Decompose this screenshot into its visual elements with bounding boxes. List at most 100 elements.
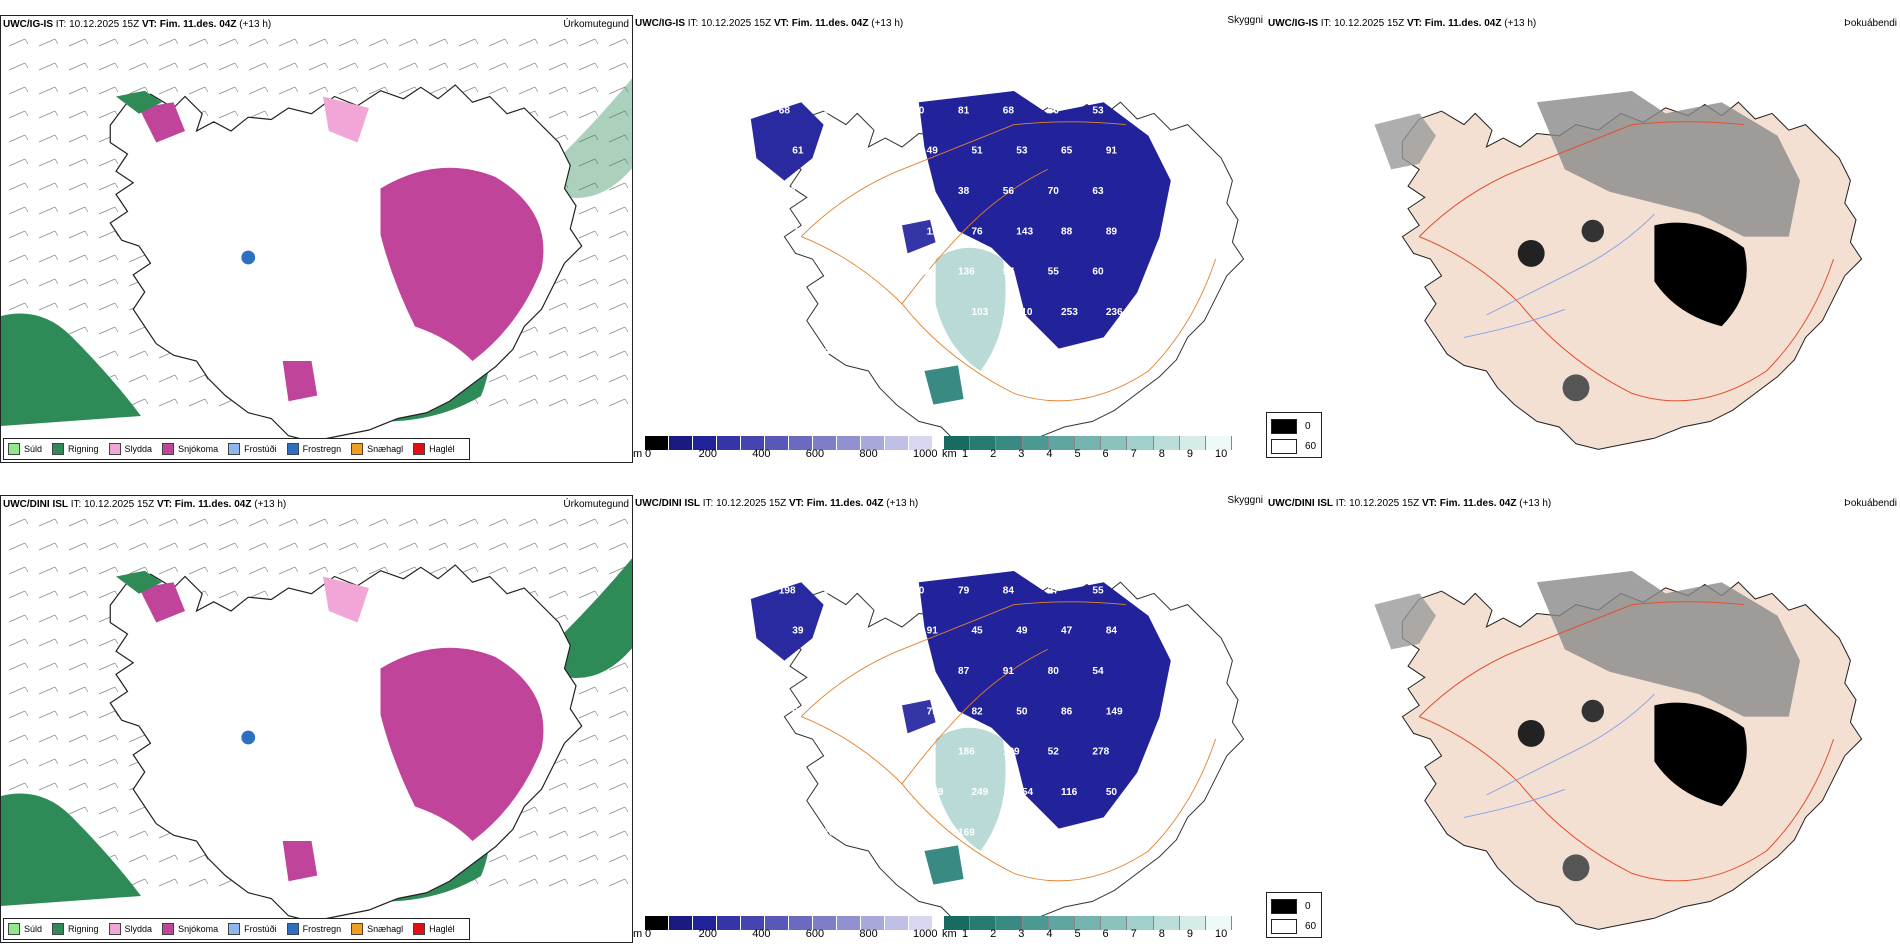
cloud-base-value: 112 xyxy=(927,226,944,237)
map-title: UWC/DINI ISL IT: 10.12.2025 15Z VT: Fim.… xyxy=(1268,498,1552,509)
fog-map-graphic xyxy=(1374,91,1863,450)
legend-label: Slydda xyxy=(124,444,153,454)
cloud-base-value: 91 xyxy=(837,307,849,318)
map-variable-title: Úrkomutegund xyxy=(563,19,629,30)
cloud-base-value: 49 xyxy=(927,146,939,157)
scale-unit: m xyxy=(633,448,643,460)
legend-item: Súld xyxy=(8,923,42,935)
cloud-base-value: 116 xyxy=(1061,787,1078,798)
cloud-base-ticks: m 0 200 400 600 800 1000 xyxy=(633,448,953,462)
fog-legend-label: 60 xyxy=(1305,921,1317,932)
cloud-base-value: 98 xyxy=(927,307,939,318)
map-title: UWC/DINI ISL IT: 10.12.2025 15Z VT: Fim.… xyxy=(635,498,919,509)
cloud-base-value: 79 xyxy=(958,585,970,596)
legend-item: Frostregn xyxy=(286,923,341,935)
legend-swatch xyxy=(228,923,241,935)
cloud-base-value: 79 xyxy=(927,706,939,717)
scale-unit: km xyxy=(942,448,957,460)
cloud-base-colorbar xyxy=(645,436,933,450)
fog-legend-item: 60 xyxy=(1271,439,1316,454)
scale-tick: 1000 xyxy=(913,448,938,460)
cloud-base-value: 55 xyxy=(1048,267,1060,278)
fog-legend-label: 0 xyxy=(1305,901,1311,912)
cloud-base-value: 159 xyxy=(927,787,944,798)
scale-unit: km xyxy=(942,928,957,940)
cloud-base-value: 39 xyxy=(792,626,804,637)
scale-tick: 600 xyxy=(805,928,825,940)
legend-label: Slydda xyxy=(124,924,153,934)
fog-legend-swatch xyxy=(1271,439,1297,454)
cloud-base-value: 27 xyxy=(1048,585,1060,596)
legend-item: Frostúði xyxy=(228,923,277,935)
cloud-base-value: 80 xyxy=(1048,666,1060,677)
legend-item: Haglél xyxy=(413,923,455,935)
cloud-base-value: 37 xyxy=(868,105,880,116)
legend-label: Rigning xyxy=(68,444,99,454)
cloud-base-value: 82 xyxy=(971,706,983,717)
scale-tick: 1 xyxy=(962,928,969,940)
cloud-base-value: 52 xyxy=(824,105,836,116)
cloud-base-value: 186 xyxy=(958,747,975,758)
cloud-base-value: 212 xyxy=(913,827,930,838)
legend-swatch xyxy=(286,443,299,455)
cloud-base-value: 132 xyxy=(913,267,930,278)
fog-legend-label: 0 xyxy=(1305,421,1311,432)
cloud-base-value: 91 xyxy=(1003,666,1015,677)
legend-swatch xyxy=(162,923,175,935)
legend-label: Rigning xyxy=(68,924,99,934)
precip-type-map-row1: UWC/IG-IS IT: 10.12.2025 15Z VT: Fim. 11… xyxy=(0,15,633,463)
precip-type-legend: Súld Rigning Slydda Snjókoma Frostúði Frostre… xyxy=(3,918,470,940)
cloud-base-ticks: m 0 200 400 600 800 1000 xyxy=(633,928,953,942)
legend-swatch xyxy=(8,923,20,935)
legend-swatch xyxy=(8,443,20,455)
cloud-base-value: 45 xyxy=(971,626,983,637)
cloud-base-value: 69 xyxy=(837,226,849,237)
scale-tick: 800 xyxy=(859,928,878,940)
legend-swatch xyxy=(162,443,175,455)
cloud-base-value: 91 xyxy=(927,626,939,637)
fog-legend-item: 60 xyxy=(1271,919,1316,934)
map-title: UWC/IG-IS IT: 10.12.2025 15Z VT: Fim. 11… xyxy=(3,19,272,30)
cloud-base-visibility-map-row2: UWC/DINI ISL IT: 10.12.2025 15Z VT: Fim.… xyxy=(633,495,1266,943)
scale-tick: 4 xyxy=(1046,928,1053,940)
fog-legend-swatch xyxy=(1271,419,1297,434)
cloud-base-visibility-map-row1: UWC/IG-IS IT: 10.12.2025 15Z VT: Fim. 11… xyxy=(633,15,1266,463)
cloud-base-value: 89 xyxy=(1106,226,1118,237)
scale-tick: 1 xyxy=(962,448,969,460)
cloud-base-colorbar xyxy=(645,916,933,930)
legend-swatch xyxy=(108,443,121,455)
precip-type-map-row2: UWC/DINI ISL IT: 10.12.2025 15Z VT: Fim.… xyxy=(0,495,633,943)
scale-tick: 0 xyxy=(645,448,652,460)
legend-item: Snæhagl xyxy=(351,923,403,935)
cloud-base-value: 79 xyxy=(824,267,836,278)
cloud-base-value: 55 xyxy=(1092,585,1104,596)
visibility-ticks: km 1 2 3 4 5 6 7 8 9 10 xyxy=(942,928,1242,942)
cloud-base-value: 53 xyxy=(824,666,836,677)
scale-tick: 9 xyxy=(1186,448,1193,460)
visibility-colorbar xyxy=(944,916,1233,930)
cloud-base-value: 65 xyxy=(1061,146,1073,157)
legend-swatch xyxy=(52,923,65,935)
cloud-base-value: 88 xyxy=(1061,226,1073,237)
cloud-base-value: 74 xyxy=(792,787,804,798)
cloud-base-value: 54 xyxy=(824,347,836,358)
legend-item: Frostúði xyxy=(228,443,277,455)
legend-label: Haglél xyxy=(429,444,455,454)
cloud-base-value: 84 xyxy=(1003,585,1015,596)
cloud-base-value: 99 xyxy=(779,747,791,758)
cloud-base-value: 73 xyxy=(824,827,836,838)
scale-tick: 400 xyxy=(752,928,771,940)
legend-item: Rigning xyxy=(52,443,99,455)
cloud-base-value: 143 xyxy=(779,186,796,197)
legend-item: Haglél xyxy=(413,443,455,455)
fog-legend-swatch xyxy=(1271,919,1297,934)
cloud-base-value: 119 xyxy=(868,585,885,596)
cloud-base-value: 239 xyxy=(882,307,899,318)
legend-label: Snæhagl xyxy=(367,444,404,454)
cloud-base-value: 50 xyxy=(882,146,894,157)
cloud-base-value: 169 xyxy=(958,827,975,838)
cloud-base-value: 53 xyxy=(1016,146,1028,157)
scale-tick: 3 xyxy=(1018,448,1025,460)
scale-tick: 0 xyxy=(645,928,652,940)
legend-label: Súld xyxy=(24,924,43,934)
